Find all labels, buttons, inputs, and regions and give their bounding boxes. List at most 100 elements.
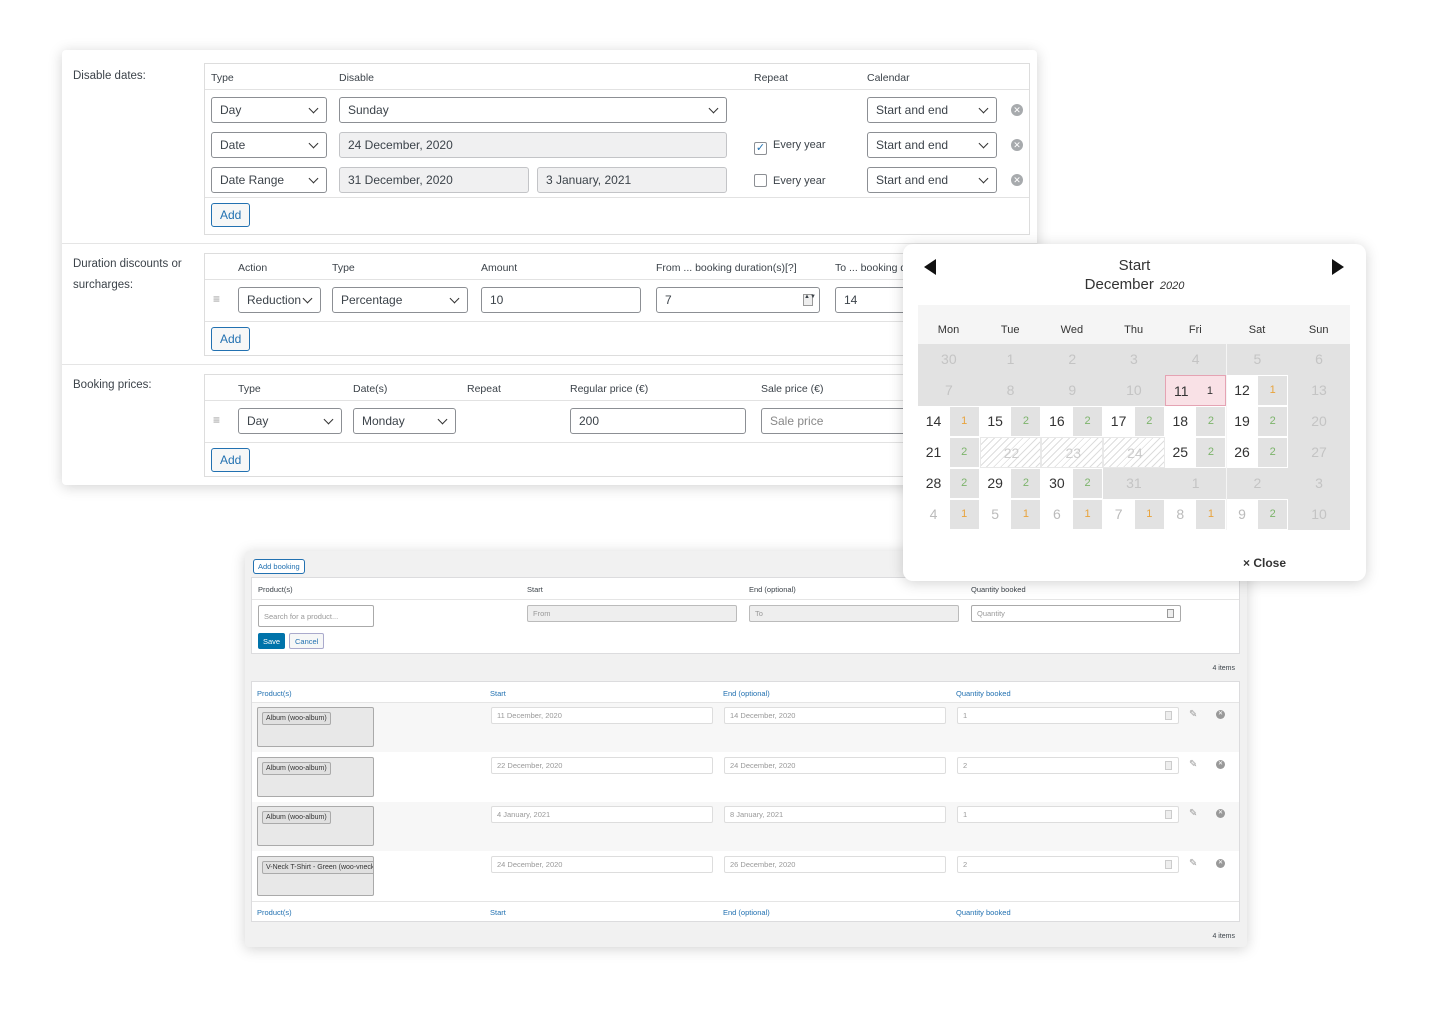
drag-handle-icon[interactable]: ≡ [213,292,221,306]
end-date-input[interactable]: 8 January, 2021 [724,806,946,823]
footer-col-end[interactable]: End (optional) [723,908,770,917]
start-date-input[interactable]: 24 December, 2020 [491,855,713,873]
spinner-icon[interactable] [1165,859,1172,869]
spinner-icon[interactable] [1165,760,1172,770]
duration-section: Duration discounts or surcharges: Action… [62,244,1037,365]
footer-col-products[interactable]: Product(s) [257,908,292,917]
amount-input[interactable]: 10 [481,287,641,313]
date-to-input[interactable]: 3 January, 2021 [537,167,727,193]
every-year-checkbox[interactable]: ✓ Every year [754,139,826,155]
product-select[interactable]: Album (woo-album) [257,806,374,846]
regular-price-input[interactable]: 200 [570,408,746,434]
quantity-input[interactable]: 1 [957,806,1179,823]
col-qty[interactable]: Quantity booked [956,689,1011,698]
footer-col-start[interactable]: Start [490,908,506,917]
product-select[interactable]: Album (woo-album) [257,756,374,797]
calendar-select[interactable]: Start and end [867,97,997,123]
start-input[interactable]: From [527,605,737,622]
footer-col-qty[interactable]: Quantity booked [956,908,1011,917]
end-date-input[interactable]: 26 December, 2020 [724,855,946,873]
calendar-day[interactable]: 2 18 [1164,406,1227,437]
price-date-select[interactable]: Monday [353,408,456,434]
product-tag: V-Neck T-Shirt - Green (woo-vneck) [262,860,373,874]
spinner-icon[interactable] [1165,711,1172,720]
add-duration-button[interactable]: Add [211,327,251,351]
calendar-day[interactable]: 2 16 [1041,406,1104,437]
type-select[interactable]: Percentage [332,287,468,313]
end-input[interactable]: To [749,605,959,622]
quantity-input[interactable]: 2 [957,756,1179,774]
calendar-day[interactable]: 2 17 [1103,406,1165,437]
price-type-select[interactable]: Day [238,408,342,434]
drag-handle-icon[interactable]: ≡ [213,413,221,427]
calendar-day[interactable]: 2 28 [918,468,980,499]
type-select[interactable]: Date Range [211,167,327,193]
col-end[interactable]: End (optional) [723,689,770,698]
calendar-day[interactable]: 2 21 [918,437,980,468]
every-year-checkbox[interactable]: Every year [754,174,826,187]
calendar-day[interactable]: 2 25 [1164,437,1227,468]
add-disable-date-button[interactable]: Add [211,203,251,227]
remove-icon[interactable]: ✕ [1011,139,1023,151]
action-select[interactable]: Reduction [238,287,321,313]
date-input[interactable]: 24 December, 2020 [339,132,727,158]
from-duration-input[interactable]: 7 ▲▼ [656,287,820,313]
col-start[interactable]: Start [490,689,506,698]
day-number: 17 [1110,413,1127,429]
calendar-day[interactable]: 2 30 [1041,468,1104,499]
calendar-day[interactable]: 1 11 [1164,375,1227,406]
start-date-input[interactable]: 4 January, 2021 [491,806,713,823]
remove-icon[interactable]: ✕ [1011,174,1023,186]
col-to: To ... booking d [835,262,907,274]
product-select[interactable]: V-Neck T-Shirt - Green (woo-vneck) [257,855,374,896]
add-price-button[interactable]: Add [211,448,251,472]
type-select[interactable]: Day [211,97,327,123]
type-select[interactable]: Date [211,132,327,158]
edit-pencil-icon[interactable]: ✎ [1189,709,1198,720]
next-month-icon[interactable] [1332,259,1344,275]
delete-icon[interactable]: ✕ [1216,809,1225,818]
start-date-input[interactable]: 11 December, 2020 [491,707,713,724]
cancel-button[interactable]: Cancel [289,633,325,649]
calendar-select[interactable]: Start and end [867,167,997,193]
calendar-day[interactable]: 2 29 [979,468,1042,499]
quantity-input[interactable]: 1 [957,707,1179,724]
day-number: 13 [1311,382,1327,398]
edit-pencil-icon[interactable]: ✎ [1189,758,1198,770]
end-date-input[interactable]: 14 December, 2020 [724,707,946,724]
edit-pencil-icon[interactable]: ✎ [1189,857,1198,869]
calendar-day[interactable]: 2 19 [1226,406,1289,437]
edit-pencil-icon[interactable]: ✎ [1189,808,1198,819]
spinner-icon[interactable]: ▲▼ [803,294,816,306]
prev-month-icon[interactable] [924,259,936,275]
calendar-day[interactable]: 2 15 [979,406,1042,437]
calendar-select[interactable]: Start and end [867,132,997,158]
col-products[interactable]: Product(s) [257,689,292,698]
day-number: 19 [1234,413,1250,429]
date-from-input[interactable]: 31 December, 2020 [339,167,529,193]
day-number: 14 [925,413,942,429]
sale-price-input[interactable]: Sale price [761,408,921,434]
product-search-input[interactable]: Search for a product... [258,605,374,627]
calendar-day[interactable]: 2 26 [1226,437,1289,468]
product-select[interactable]: Album (woo-album) [257,707,374,747]
disable-day-select[interactable]: Sunday [339,97,727,123]
booking-count: 2 [1073,469,1103,498]
close-button[interactable]: × Close [1242,556,1286,570]
save-button[interactable]: Save [258,633,286,649]
remove-icon[interactable]: ✕ [1011,104,1023,116]
delete-icon[interactable]: ✕ [1216,710,1225,719]
spinner-icon[interactable] [1167,609,1174,618]
calendar-day: 7 [918,375,980,406]
delete-icon[interactable]: ✕ [1216,759,1225,769]
calendar-day[interactable]: 1 14 [918,406,980,437]
delete-icon[interactable]: ✕ [1216,858,1225,868]
end-date-input[interactable]: 24 December, 2020 [724,756,946,774]
quantity-input[interactable]: Quantity [971,605,1181,622]
quantity-input[interactable]: 2 [957,855,1179,873]
start-date-input[interactable]: 22 December, 2020 [491,756,713,774]
calendar-day[interactable]: 1 12 [1226,375,1289,406]
spinner-icon[interactable] [1165,810,1172,819]
add-booking-button[interactable]: Add booking [253,559,305,574]
